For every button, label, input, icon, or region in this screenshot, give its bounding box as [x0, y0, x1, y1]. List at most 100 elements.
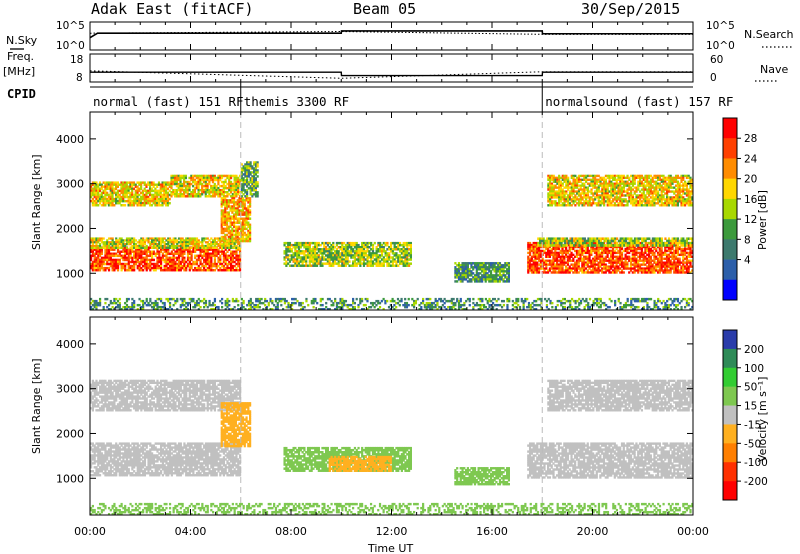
- heatmap-cell: [495, 274, 498, 277]
- heatmap-cell: [115, 252, 118, 256]
- heatmap-cell: [165, 250, 168, 253]
- heatmap-cell: [181, 237, 184, 240]
- heatmap-cell: [115, 262, 118, 266]
- heatmap-cell: [388, 258, 391, 261]
- heatmap-cell: [556, 176, 559, 180]
- heatmap-cell: [631, 245, 634, 249]
- heatmap-cell: [472, 268, 475, 271]
- heatmap-cell: [619, 253, 622, 257]
- heatmap-cell: [333, 262, 337, 265]
- heatmap-cell: [498, 268, 502, 271]
- heatmap-cell: [601, 271, 604, 274]
- heatmap-cell: [98, 181, 102, 184]
- heatmap-cell: [231, 250, 234, 253]
- heatmap-cell: [545, 259, 548, 262]
- heatmap-cell: [504, 280, 507, 283]
- heatmap-cell: [194, 246, 197, 250]
- heatmap-cell: [107, 195, 111, 199]
- heatmap-cell: [120, 197, 123, 201]
- heatmap-cell: [398, 258, 402, 261]
- heatmap-cell: [553, 244, 556, 247]
- heatmap-cell: [604, 257, 607, 260]
- heatmap-cell: [229, 205, 232, 208]
- heatmap-cell: [131, 268, 134, 272]
- heatmap-cell: [552, 263, 555, 266]
- heatmap-cell: [314, 241, 317, 245]
- heatmap-cell: [592, 265, 595, 268]
- heatmap-cell: [208, 256, 211, 260]
- heatmap-cell: [118, 260, 121, 264]
- heatmap-cell: [231, 264, 234, 268]
- heatmap-cell: [249, 161, 252, 164]
- heatmap-cell: [590, 241, 594, 245]
- heatmap-cell: [158, 239, 161, 242]
- heatmap-cell: [332, 256, 335, 259]
- heatmap-cell: [491, 268, 494, 271]
- heatmap-cell: [592, 263, 595, 266]
- heatmap-cell: [400, 258, 403, 261]
- heatmap-cell: [649, 261, 652, 264]
- heatmap-cell: [170, 258, 173, 262]
- heatmap-cell: [599, 245, 602, 249]
- heatmap-cell: [326, 262, 329, 265]
- heatmap-cell: [213, 193, 216, 196]
- heatmap-cell: [368, 241, 371, 245]
- heatmap-cell: [559, 249, 562, 253]
- heatmap-cell: [152, 252, 156, 256]
- heatmap-cell: [125, 237, 129, 240]
- heatmap-cell: [534, 259, 537, 262]
- heatmap-cell: [120, 250, 123, 253]
- heatmap-cell: [210, 188, 213, 192]
- heatmap-cell: [583, 251, 586, 255]
- heatmap-cell: [236, 231, 239, 235]
- heatmap-cell: [317, 258, 320, 261]
- heatmap-cell: [619, 257, 622, 260]
- heatmap-cell: [489, 266, 493, 269]
- heatmap-cell: [559, 255, 562, 258]
- heatmap-cell: [238, 258, 242, 262]
- heatmap-cell: [556, 261, 559, 264]
- heatmap-cell: [163, 246, 166, 250]
- heatmap-cell: [183, 184, 186, 188]
- heatmap-cell: [395, 241, 398, 245]
- heatmap-cell: [674, 255, 678, 258]
- heatmap-cell: [637, 271, 640, 274]
- heatmap-cell: [95, 256, 98, 260]
- noise-right-tick-bottom: 10^0: [706, 40, 735, 52]
- heatmap-cell: [152, 197, 155, 201]
- heatmap-cell: [407, 243, 411, 247]
- heatmap-cell: [235, 254, 238, 258]
- heatmap-cell: [188, 268, 191, 272]
- heatmap-cell: [617, 259, 620, 262]
- heatmap-cell: [231, 221, 234, 224]
- heatmap-cell: [667, 253, 670, 257]
- heatmap-cell: [161, 237, 164, 240]
- heatmap-cell: [190, 193, 193, 196]
- heatmap-cell: [575, 245, 579, 249]
- heatmap-cell: [220, 231, 223, 235]
- heatmap-cell: [306, 250, 310, 253]
- heatmap-cell: [572, 265, 575, 268]
- heatmap-cell: [125, 241, 129, 244]
- heatmap-cell: [133, 244, 136, 248]
- heatmap-cell: [229, 256, 233, 260]
- heatmap-cell: [231, 217, 234, 220]
- heatmap-cell: [246, 175, 249, 178]
- heatmap-cell: [204, 188, 207, 192]
- heatmap-cell: [337, 252, 340, 255]
- heatmap-cell: [633, 251, 636, 255]
- heatmap-cell: [660, 247, 663, 251]
- heatmap-cell: [243, 211, 246, 214]
- heatmap-cell: [599, 251, 602, 255]
- heatmap-cell: [673, 263, 676, 266]
- heatmap-cell: [621, 244, 624, 247]
- heatmap-cell: [466, 280, 469, 283]
- heatmap-cell: [163, 181, 166, 184]
- heatmap-cell: [243, 239, 246, 243]
- heatmap-cell: [95, 185, 98, 188]
- heatmap-cell: [224, 213, 227, 216]
- heatmap-cell: [585, 244, 588, 247]
- heatmap-cell: [491, 262, 494, 265]
- heatmap-cell: [550, 267, 553, 270]
- heatmap-cell: [683, 249, 687, 253]
